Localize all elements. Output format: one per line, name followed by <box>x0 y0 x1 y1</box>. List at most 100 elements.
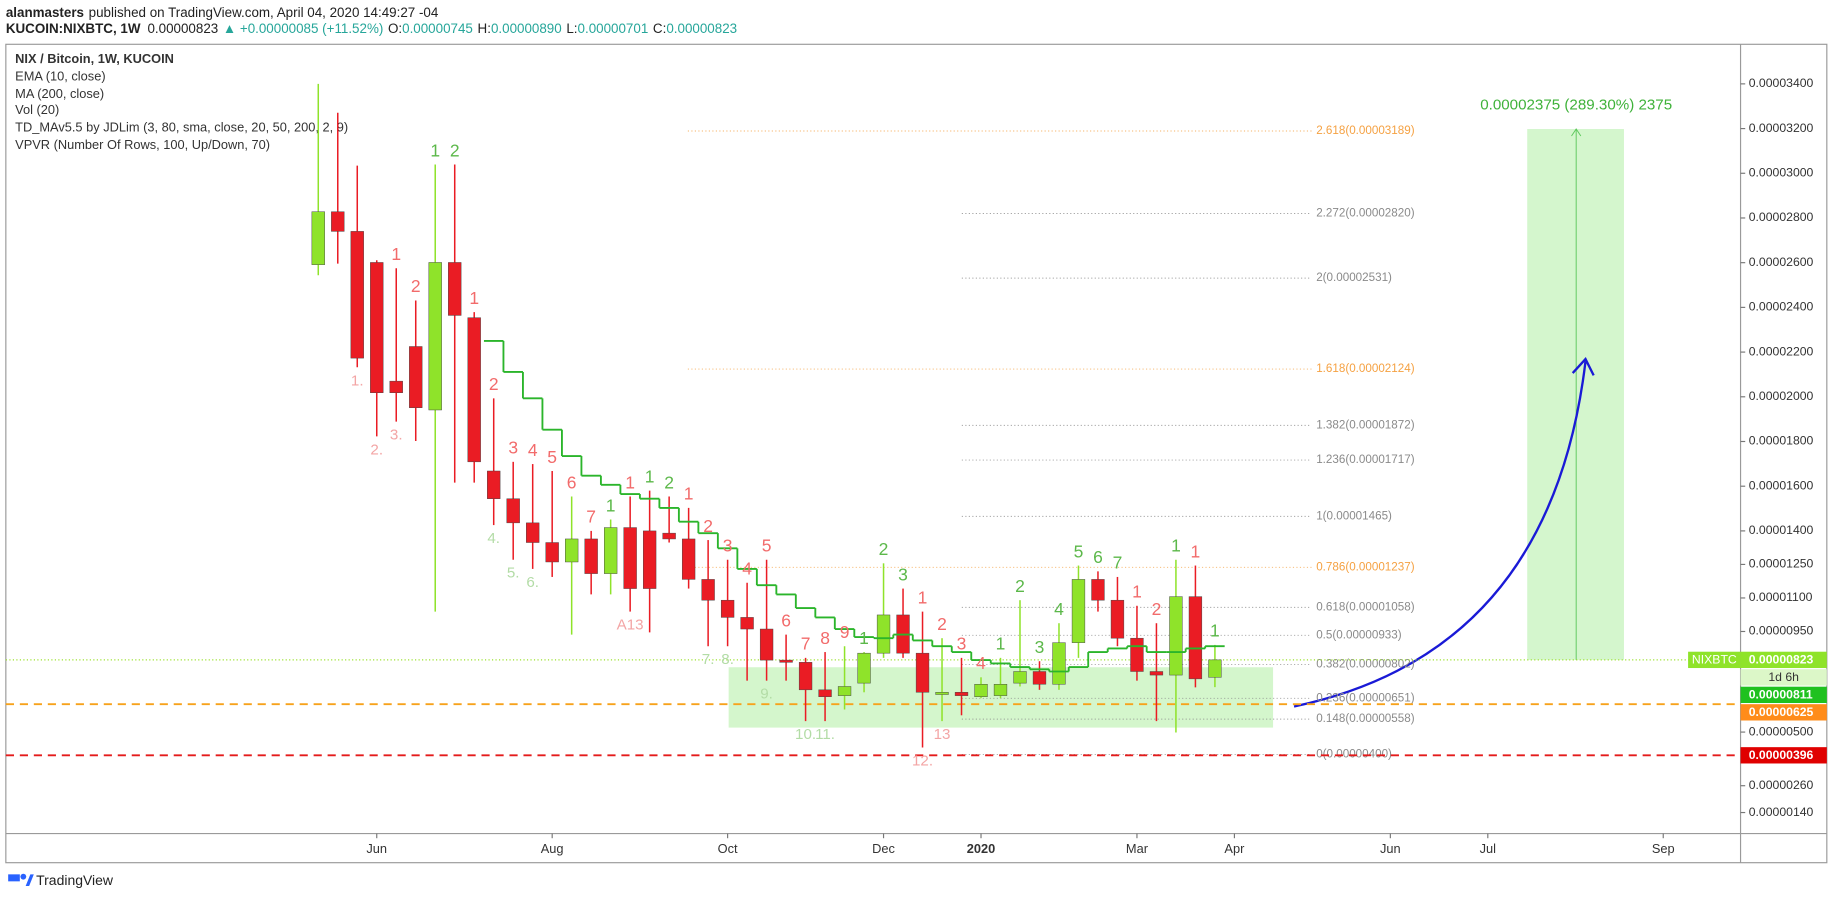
candle-body <box>701 579 715 601</box>
ohlc-label: L: <box>566 21 577 36</box>
author: alanmasters <box>6 4 84 19</box>
candle-body <box>428 262 442 411</box>
candle-body <box>935 692 949 695</box>
fib-label: 1.618(0.00002124) <box>1316 362 1415 375</box>
candle-body <box>779 659 793 663</box>
td-setup-label: 5 <box>762 536 772 556</box>
td-setup-label: 1 <box>1132 582 1142 602</box>
y-tick-label: 0.00001250 <box>1749 557 1814 571</box>
y-tick-label: 0.00001800 <box>1749 434 1814 448</box>
y-tick-label: 0.00003000 <box>1749 166 1814 180</box>
fib-label: 1(0.00001465) <box>1316 509 1392 522</box>
publish-line: alanmasters published on TradingView.com,… <box>6 4 439 19</box>
candle-body <box>467 317 481 463</box>
td-countdown-label: 13 <box>934 726 951 743</box>
candle-body <box>993 684 1008 696</box>
td-setup-label: 1 <box>1191 541 1201 561</box>
projection-arrow <box>1293 361 1587 708</box>
candle-body <box>1110 599 1125 639</box>
y-tick-label: 0.00000950 <box>1749 624 1814 638</box>
symbol-line: KUCOIN:NIXBTC, 1W 0.00000823 ▲ +0.00000085… <box>6 21 737 36</box>
x-tick-label: Jun <box>366 841 387 856</box>
x-tick-label: Aug <box>541 841 564 856</box>
candle-body <box>311 211 325 265</box>
td-setup-label: 1 <box>918 587 928 607</box>
target-box <box>1527 129 1624 660</box>
y-tick-label: 0.00000140 <box>1749 805 1814 819</box>
td-setup-label: 2 <box>450 140 460 160</box>
ohlc-value: 0.00000823 <box>666 21 737 36</box>
price-tag-label: 0.00000823 <box>1749 653 1814 667</box>
price-tag-label: 0.00000811 <box>1749 688 1813 702</box>
td-countdown-label: 6. <box>526 574 539 591</box>
candle-body <box>526 522 540 543</box>
legend: NIX / Bitcoin, 1W, KUCOIN EMA (10, close… <box>15 51 348 152</box>
candle-body <box>818 689 832 697</box>
logo-part <box>8 874 20 882</box>
td-setup-label: 2 <box>1015 576 1025 596</box>
x-tick-label: Jun <box>1380 841 1401 856</box>
td-setup-label: 2 <box>703 516 713 536</box>
td-setup-label: 1 <box>859 628 869 648</box>
candle-body <box>720 599 735 618</box>
candle-body <box>1071 579 1086 643</box>
price-tag <box>1740 704 1827 721</box>
candle-body <box>331 211 345 232</box>
td-setup-label: 4 <box>1054 599 1064 619</box>
td-setup-label: 6 <box>1093 547 1103 567</box>
candle-body <box>1091 579 1105 601</box>
candle-body <box>604 527 618 574</box>
candle-body <box>876 614 891 654</box>
td-setup-label: 1 <box>430 140 440 160</box>
candle-body <box>798 662 813 691</box>
x-tick-label: Dec <box>872 841 895 856</box>
fib-label: 1.236(0.00001717) <box>1316 453 1415 466</box>
td-countdown-label: 3. <box>390 427 403 444</box>
price-tag-sub: 1d 6h <box>1768 670 1799 684</box>
footer-logo <box>8 873 34 887</box>
logo-part <box>20 873 27 880</box>
td-setup-label: 6 <box>567 472 577 492</box>
candle-body <box>1188 596 1203 680</box>
candle-body <box>1130 637 1144 672</box>
legend-entry: VPVR (Number Of Rows, 100, Up/Down, 70) <box>15 137 270 152</box>
td-setup-label: 2 <box>1152 599 1162 619</box>
candle-body <box>857 652 871 684</box>
candle-body <box>1032 671 1047 685</box>
candle-body <box>623 527 637 589</box>
y-tick-label: 0.00003200 <box>1749 121 1814 135</box>
y-tick-label: 0.00001100 <box>1749 590 1813 604</box>
candle-body <box>370 262 384 394</box>
td-setup-label: 3 <box>957 634 967 654</box>
x-tick-label: 2020 <box>967 841 996 856</box>
fib-label: 2.618(0.00003189) <box>1316 124 1415 137</box>
td-setup-label: 4 <box>742 559 752 579</box>
td-setup-label: 8 <box>820 628 830 648</box>
td-setup-label: 4 <box>528 440 538 460</box>
price-tag-label: 0.00000396 <box>1749 748 1814 762</box>
price-tag-name-box <box>1688 651 1741 669</box>
y-tick-label: 0.00002600 <box>1749 255 1814 269</box>
td-setup-label: 7 <box>1113 553 1123 573</box>
fib-label: 0.786(0.00001237) <box>1316 560 1415 573</box>
candle-body <box>662 532 676 540</box>
candle-body <box>1208 659 1222 678</box>
y-tick-label: 0.00001400 <box>1749 523 1814 537</box>
candle-body <box>506 498 520 524</box>
candle-body <box>409 346 423 408</box>
td-setup-label: 7 <box>586 507 596 527</box>
price-tag-name: NIXBTC <box>1692 653 1737 667</box>
fib-label: 0.382(0.00000802) <box>1316 658 1415 671</box>
y-tick-label: 0.00002800 <box>1749 210 1814 224</box>
x-tick-label: Sep <box>1652 841 1675 856</box>
candle-body <box>740 617 754 630</box>
x-tick-label: Apr <box>1224 841 1245 856</box>
td-countdown-label: 10. <box>795 726 816 743</box>
candle-body <box>487 470 501 499</box>
y-tick-label: 0.00001600 <box>1749 478 1814 492</box>
y-tick-label: 0.00002000 <box>1749 389 1814 403</box>
td-setup-label: 3 <box>1035 637 1045 657</box>
td-setup-label: 5 <box>547 447 557 467</box>
fib-label: 0.5(0.00000933) <box>1316 628 1402 641</box>
price-tag <box>1740 686 1827 704</box>
